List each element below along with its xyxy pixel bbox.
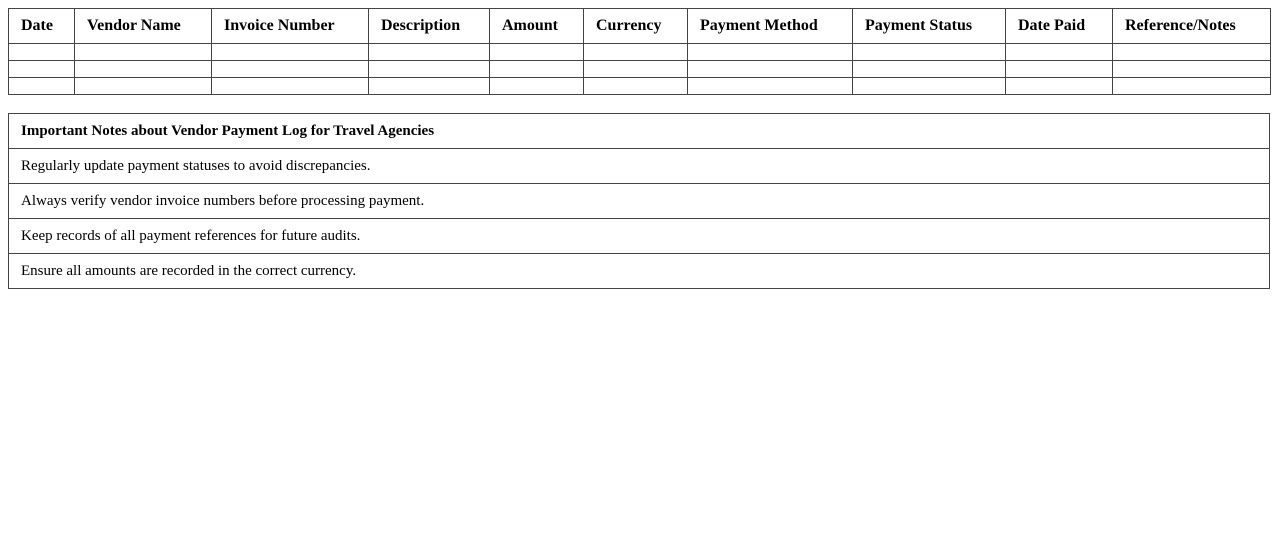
column-header: Description [368, 8, 490, 44]
table-cell[interactable] [368, 43, 490, 61]
note-text: Ensure all amounts are recorded in the c… [8, 253, 1270, 289]
important-notes-table: Important Notes about Vendor Payment Log… [8, 113, 1270, 289]
table-cell[interactable] [8, 43, 75, 61]
note-row: Ensure all amounts are recorded in the c… [8, 253, 1270, 289]
column-header: Vendor Name [74, 8, 212, 44]
table-row [8, 43, 1271, 61]
table-cell[interactable] [1005, 60, 1113, 78]
table-cell[interactable] [852, 77, 1006, 95]
vendor-payment-log-table: Date Vendor Name Invoice Number Description… [8, 8, 1271, 95]
table-cell[interactable] [489, 43, 584, 61]
note-text: Regularly update payment statuses to avo… [8, 148, 1270, 184]
table-cell[interactable] [1005, 43, 1113, 61]
note-row: Always verify vendor invoice numbers bef… [8, 183, 1270, 219]
note-row: Regularly update payment statuses to avo… [8, 148, 1270, 184]
table-cell[interactable] [8, 60, 75, 78]
column-header: Reference/Notes [1112, 8, 1271, 44]
notes-header-row: Important Notes about Vendor Payment Log… [8, 113, 1270, 149]
table-cell[interactable] [852, 60, 1006, 78]
table-cell[interactable] [489, 60, 584, 78]
table-cell[interactable] [211, 60, 369, 78]
note-text: Keep records of all payment references f… [8, 218, 1270, 254]
table-cell[interactable] [211, 43, 369, 61]
table-cell[interactable] [489, 77, 584, 95]
column-header: Payment Method [687, 8, 853, 44]
table-row [8, 60, 1271, 78]
table-cell[interactable] [687, 60, 853, 78]
table-cell[interactable] [1005, 77, 1113, 95]
table-cell[interactable] [1112, 77, 1271, 95]
note-text: Always verify vendor invoice numbers bef… [8, 183, 1270, 219]
table-cell[interactable] [211, 77, 369, 95]
table-cell[interactable] [368, 60, 490, 78]
notes-title: Important Notes about Vendor Payment Log… [8, 113, 1270, 149]
table-cell[interactable] [583, 77, 688, 95]
column-header: Currency [583, 8, 688, 44]
table-cell[interactable] [583, 43, 688, 61]
table-cell[interactable] [1112, 60, 1271, 78]
table-cell[interactable] [74, 43, 212, 61]
table-cell[interactable] [8, 77, 75, 95]
table-cell[interactable] [74, 60, 212, 78]
table-cell[interactable] [368, 77, 490, 95]
column-header: Date [8, 8, 75, 44]
table-header-row: Date Vendor Name Invoice Number Description… [8, 8, 1271, 44]
table-row [8, 77, 1271, 95]
table-cell[interactable] [687, 77, 853, 95]
table-cell[interactable] [852, 43, 1006, 61]
table-cell[interactable] [74, 77, 212, 95]
column-header: Amount [489, 8, 584, 44]
table-cell[interactable] [1112, 43, 1271, 61]
column-header: Date Paid [1005, 8, 1113, 44]
column-header: Invoice Number [211, 8, 369, 44]
table-cell[interactable] [583, 60, 688, 78]
note-row: Keep records of all payment references f… [8, 218, 1270, 254]
table-cell[interactable] [687, 43, 853, 61]
column-header: Payment Status [852, 8, 1006, 44]
